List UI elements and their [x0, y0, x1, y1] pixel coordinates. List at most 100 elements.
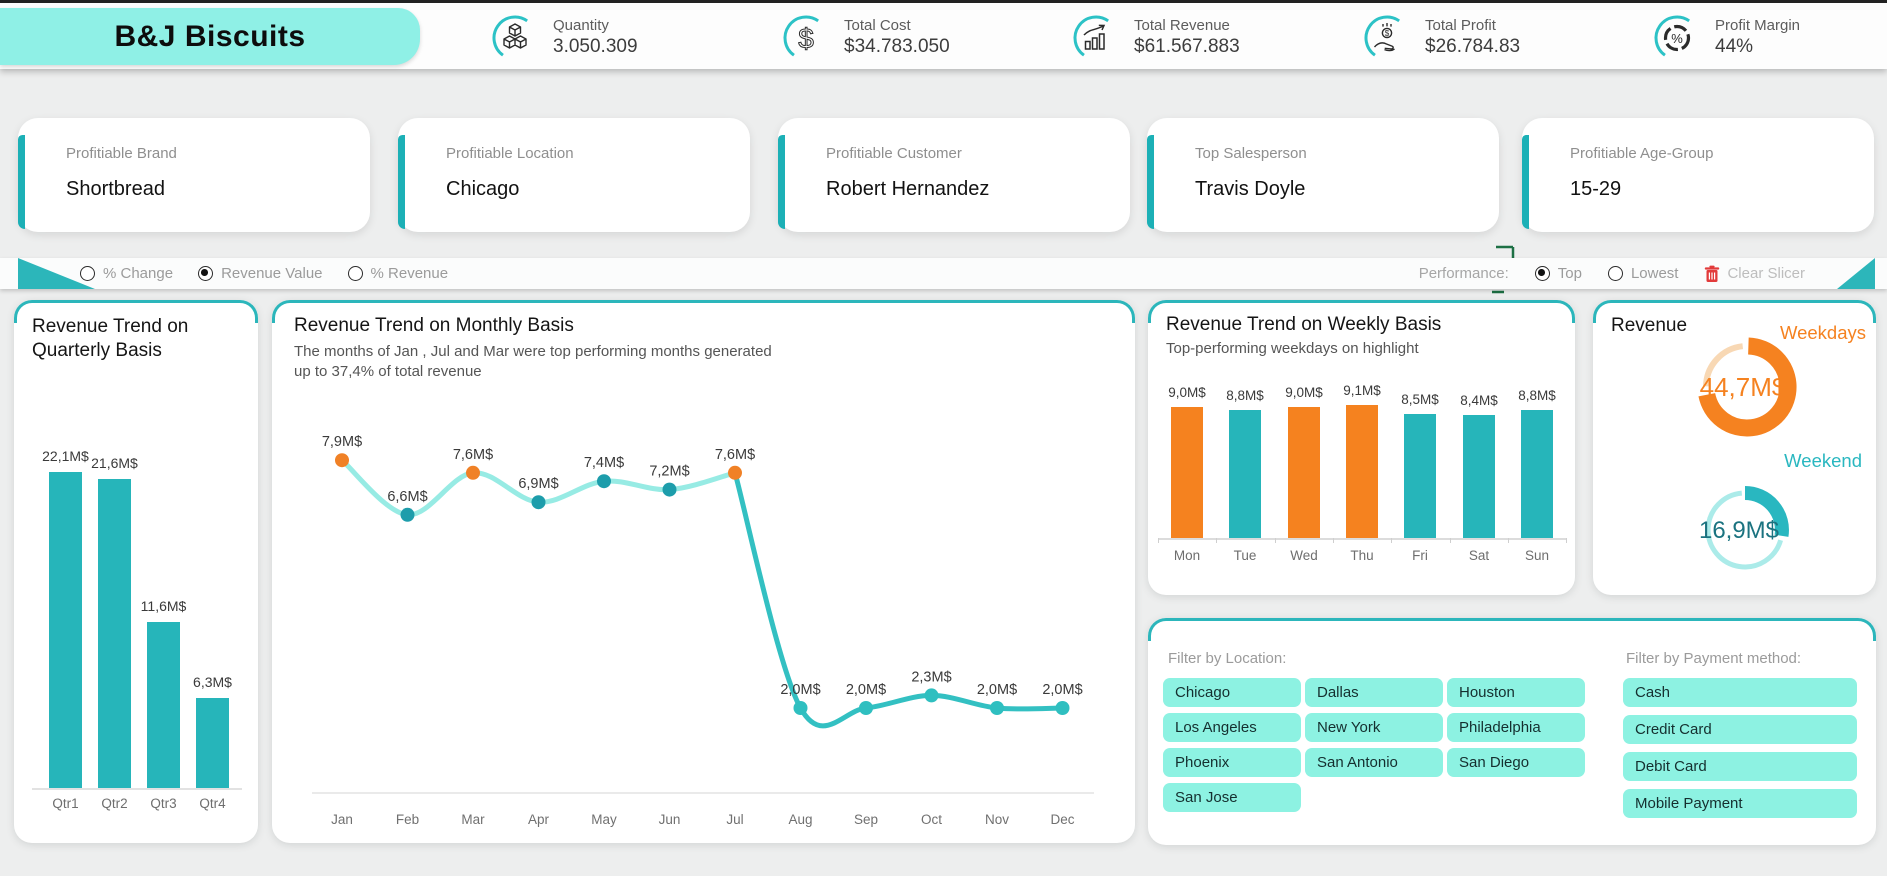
performance-options: Top Lowest — [1534, 265, 1678, 282]
performance-slicer: Performance: Top Lowest Clear Slicer — [1419, 258, 1805, 289]
location-filter-san-diego[interactable]: San Diego — [1447, 748, 1585, 777]
weekly-bar-wed[interactable] — [1288, 407, 1320, 538]
radio-unselected[interactable] — [80, 266, 95, 281]
weekly-value-label: 9,1M$ — [1343, 383, 1381, 398]
quarterly-bar-qtr4[interactable] — [196, 698, 229, 788]
payment-filter-debit-card[interactable]: Debit Card — [1623, 752, 1857, 781]
weekly-axis-tick — [1391, 538, 1392, 543]
location-filter-philadelphia[interactable]: Philadelphia — [1447, 713, 1585, 742]
monthly-month-label: Mar — [461, 812, 485, 827]
clear-slicer-button[interactable]: Clear Slicer — [1704, 265, 1805, 283]
monthly-value-label: 7,6M$ — [453, 447, 493, 463]
location-filter-los-angeles[interactable]: Los Angeles — [1163, 713, 1301, 742]
monthly-value-label: 2,0M$ — [780, 682, 820, 698]
location-filter-houston[interactable]: Houston — [1447, 678, 1585, 707]
kpi-value: $34.783.050 — [844, 36, 950, 57]
weekdays-donut-arc[interactable] — [1698, 337, 1797, 437]
location-filter-san-antonio[interactable]: San Antonio — [1305, 748, 1443, 777]
monthly-month-label: Jul — [726, 812, 743, 827]
monthly-point-feb[interactable] — [400, 507, 415, 522]
monthly-point-sep[interactable] — [859, 701, 873, 715]
quarterly-bar-qtr2[interactable] — [98, 479, 131, 788]
monthly-title: Revenue Trend on Monthly Basis — [294, 315, 574, 336]
monthly-value-label: 7,6M$ — [715, 447, 755, 463]
svg-text:$: $ — [1385, 29, 1390, 38]
quarterly-value-label: 11,6M$ — [140, 598, 187, 614]
card-value: Travis Doyle — [1195, 178, 1306, 200]
weekly-value-label: 8,8M$ — [1226, 388, 1264, 403]
location-filter-san-jose[interactable]: San Jose — [1163, 783, 1301, 812]
payment-filter-cash[interactable]: Cash — [1623, 678, 1857, 707]
weekly-axis-tick — [1216, 538, 1217, 543]
value-mode-option-revenue[interactable]: % Revenue — [347, 265, 448, 282]
monthly-point-aug[interactable] — [793, 701, 808, 715]
monthly-point-dec[interactable] — [1055, 701, 1070, 715]
monthly-month-label: Apr — [528, 812, 550, 827]
weekly-axis-tick — [1275, 538, 1276, 543]
card-value: Chicago — [446, 178, 520, 200]
radio-selected[interactable] — [198, 266, 214, 281]
top-bar: B&J Biscuits Quantity 3.050.309 $ Total Cos… — [0, 0, 1887, 69]
quarterly-value-label: 21,6M$ — [91, 455, 138, 471]
kpi-text: Total Revenue $61.567.883 — [1134, 17, 1240, 59]
value-mode-option-change[interactable]: % Change — [80, 265, 173, 282]
monthly-point-jul[interactable] — [728, 465, 742, 480]
monthly-line-chart: 7,9M$ Jan 6,6M$ Feb 7,6M$ Mar 6,9M$ Apr 7,4M$ May… — [272, 300, 1135, 843]
value-mode-option-revenuevalue[interactable]: Revenue Value — [198, 265, 323, 282]
weekly-day-label: Sat — [1468, 548, 1490, 563]
monthly-month-label: May — [591, 812, 617, 827]
weekdays-label: Weekdays — [1779, 322, 1866, 343]
payment-filter-mobile-payment[interactable]: Mobile Payment — [1623, 789, 1857, 818]
weekly-bar-sat[interactable] — [1463, 415, 1495, 538]
location-filter-dallas[interactable]: Dallas — [1305, 678, 1443, 707]
kpi-value: $61.567.883 — [1134, 36, 1240, 57]
performance-option-lowest[interactable]: Lowest — [1607, 265, 1678, 282]
monthly-value-label: 2,0M$ — [846, 682, 886, 698]
location-filter-new-york[interactable]: New York — [1305, 713, 1443, 742]
weekly-bar-mon[interactable] — [1171, 407, 1203, 538]
monthly-point-jan[interactable] — [335, 453, 349, 468]
radio-unselected[interactable] — [1607, 266, 1623, 281]
weekly-value-label: 8,4M$ — [1460, 393, 1498, 408]
monthly-point-nov[interactable] — [990, 701, 1004, 715]
performance-label: Performance: — [1418, 265, 1509, 282]
weekly-value-label: 9,0M$ — [1168, 385, 1206, 400]
radio-selected[interactable] — [1534, 266, 1550, 281]
monthly-point-apr[interactable] — [531, 495, 546, 510]
payment-filter-group: Cash Credit Card Debit Card Mobile Payment — [1623, 678, 1857, 818]
quarterly-bar-qtr1[interactable] — [49, 472, 82, 788]
kpi-label: Total Revenue — [1134, 17, 1230, 34]
weekly-value-label: 8,8M$ — [1518, 388, 1556, 403]
location-filter-phoenix[interactable]: Phoenix — [1163, 748, 1301, 777]
monthly-point-oct[interactable] — [924, 688, 939, 703]
weekly-bar-sun[interactable] — [1521, 410, 1553, 538]
quarterly-bar-qtr3[interactable] — [147, 622, 180, 788]
weekly-bar-tue[interactable] — [1229, 410, 1261, 538]
monthly-month-label: Jun — [659, 812, 681, 827]
quarterly-category-label: Qtr1 — [52, 796, 79, 811]
performance-option-top[interactable]: Top — [1534, 265, 1582, 282]
hand-coin-icon: $ — [1363, 14, 1411, 62]
quarterly-value-label: 6,3M$ — [193, 674, 232, 690]
monthly-month-label: Dec — [1050, 812, 1074, 827]
revenue-split-panel: Revenue 44,7M$ 16,9M$ Weekdays Weekend — [1593, 300, 1876, 595]
payment-filter-credit-card[interactable]: Credit Card — [1623, 715, 1857, 744]
location-filter-chicago[interactable]: Chicago — [1163, 678, 1301, 707]
card-label: Profitiable Brand — [66, 145, 177, 162]
monthly-value-label: 2,0M$ — [1042, 682, 1082, 698]
monthly-value-label: 6,9M$ — [518, 476, 558, 492]
card-profitiable-age-group: Profitiable Age-Group 15-29 — [1522, 118, 1874, 232]
quarterly-value-label: 22,1M$ — [42, 448, 89, 464]
weekly-bar-fri[interactable] — [1404, 414, 1436, 538]
radio-unselected[interactable] — [347, 266, 363, 281]
brand-name: B&J Biscuits — [114, 19, 306, 53]
monthly-month-label: Sep — [854, 812, 878, 827]
monthly-point-may[interactable] — [597, 474, 611, 489]
monthly-point-jun[interactable] — [662, 482, 677, 497]
slicer-bar: % Change Revenue Value % Revenue Performan… — [0, 258, 1887, 289]
card-value: Shortbread — [66, 178, 165, 200]
weekend-donut-arc[interactable] — [1744, 486, 1789, 537]
monthly-point-mar[interactable] — [466, 465, 480, 480]
weekly-bar-thu[interactable] — [1346, 405, 1378, 538]
clear-slicer-label: Clear Slicer — [1727, 265, 1805, 282]
